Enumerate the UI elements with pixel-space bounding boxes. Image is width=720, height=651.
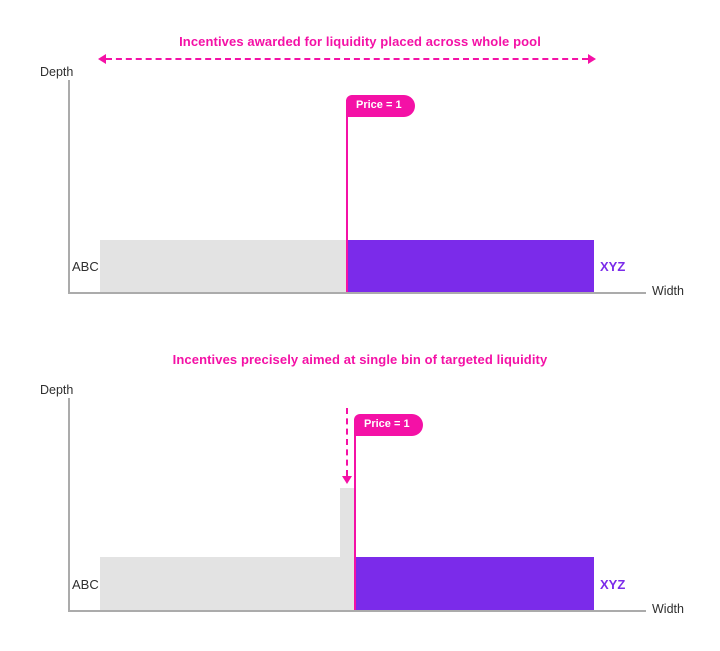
x-axis-line [68,292,646,294]
xyz-series-label: XYZ [600,259,626,274]
x-axis-label: Width [652,602,684,616]
price-line [346,100,348,292]
abc-liquidity-bar [100,240,347,292]
y-axis-label: Depth [40,65,74,79]
incentive-span-arrow [106,58,588,60]
target-bin-bar [340,488,355,610]
price-line [354,420,356,610]
chart-title: Incentives awarded for liquidity placed … [179,34,541,49]
arrow-left-icon [98,54,106,64]
arrow-down-icon [342,476,352,484]
xyz-liquidity-bar [355,557,594,610]
y-axis-label: Depth [40,383,74,397]
y-axis-line [68,398,70,611]
x-axis-label: Width [652,284,684,298]
price-tag: Price = 1 [354,414,423,436]
abc-series-label: ABC [72,259,99,274]
xyz-liquidity-bar [347,240,594,292]
abc-liquidity-bar [100,557,340,610]
price-tag: Price = 1 [346,95,415,117]
x-axis-line [68,610,646,612]
target-bin-arrow [346,408,348,476]
xyz-series-label: XYZ [600,577,626,592]
y-axis-line [68,80,70,293]
arrow-right-icon [588,54,596,64]
abc-series-label: ABC [72,577,99,592]
chart-title: Incentives precisely aimed at single bin… [172,352,548,367]
